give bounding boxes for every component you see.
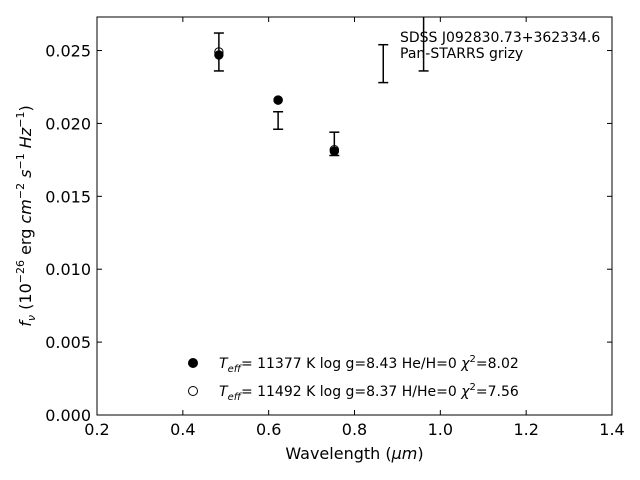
axis-tick-labels: 0.2 0.4 0.6 0.8 1.0 1.2 1.4 0.000 0.005 0.010 0.01… bbox=[45, 42, 625, 439]
legend-marker-filled bbox=[188, 358, 198, 368]
model-point-h bbox=[214, 47, 224, 57]
y-tick-label: 0.025 bbox=[45, 42, 91, 61]
x-tick-label: 0.2 bbox=[84, 420, 109, 439]
axis-ticks bbox=[96, 17, 613, 416]
observed-fluxes bbox=[213, 17, 429, 157]
y-axis-label: fν (10−26 erg cm−2 s−1 Hz−1) bbox=[14, 105, 38, 326]
y-tick-label: 0.005 bbox=[45, 333, 91, 352]
y-tick-label: 0.010 bbox=[45, 260, 91, 279]
x-tick-label: 1.0 bbox=[428, 420, 453, 439]
x-tick-label: 0.6 bbox=[256, 420, 281, 439]
annotation-survey: Pan-STARRS grizy bbox=[400, 46, 523, 62]
x-axis-label: Wavelength (μm) bbox=[285, 444, 423, 463]
observed-errorbar bbox=[273, 111, 284, 131]
x-tick-label: 1.4 bbox=[599, 420, 624, 439]
model-point-h bbox=[329, 144, 340, 155]
observed-errorbar bbox=[378, 43, 389, 84]
y-tick-label: 0.015 bbox=[45, 187, 91, 206]
model-fluxes bbox=[214, 47, 340, 156]
legend-label-he: Teff= 11377 K log g=8.43 He/H=0 χ2=8.02 bbox=[219, 354, 519, 375]
model-point-h bbox=[273, 95, 283, 105]
x-tick-label: 0.4 bbox=[170, 420, 195, 439]
legend-label-h: Teff= 11492 K log g=8.37 H/He=0 χ2=7.56 bbox=[219, 382, 519, 403]
model-point-he bbox=[214, 50, 224, 60]
y-tick-label: 0.020 bbox=[45, 114, 91, 133]
x-tick-label: 0.8 bbox=[342, 420, 367, 439]
annotation-object-name: SDSS J092830.73+362334.6 bbox=[400, 30, 600, 46]
legend: Teff= 11377 K log g=8.43 He/H=0 χ2=8.02 … bbox=[188, 354, 519, 403]
legend-marker-open bbox=[188, 386, 198, 396]
observed-errorbar bbox=[418, 17, 429, 72]
x-tick-label: 1.2 bbox=[513, 420, 538, 439]
y-tick-label: 0.000 bbox=[45, 406, 91, 425]
